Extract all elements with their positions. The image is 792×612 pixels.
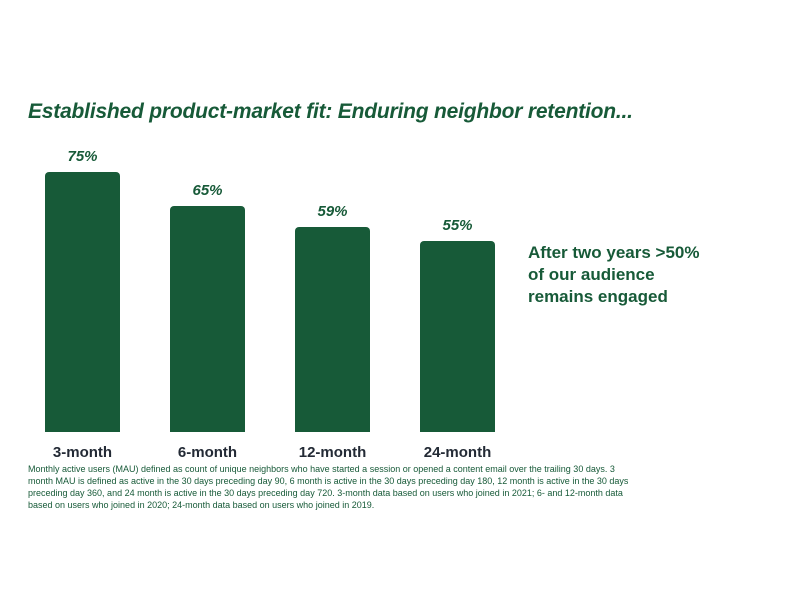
bar-value-label: 65% — [192, 182, 223, 199]
bar-value-label: 55% — [442, 217, 473, 234]
bar-category-label: 12-month — [298, 444, 367, 461]
bar-category-label: 24-month — [423, 444, 492, 461]
chart-title: Established product-market fit: Enduring… — [28, 100, 633, 123]
bar — [170, 206, 245, 432]
bar-plot-column: 75% — [45, 142, 120, 432]
bar-chart: 75% 3-month 65% 6-month 59% 12-month 55% 24-mon… — [45, 142, 495, 461]
annotation-text: After two years >50% of our audience rem… — [528, 243, 700, 306]
bar-group: 65% 6-month — [170, 142, 245, 461]
bar-category-label: 3-month — [52, 444, 113, 461]
bar — [420, 241, 495, 432]
bar — [295, 227, 370, 432]
bar-group: 59% 12-month — [295, 142, 370, 461]
bar-value-label: 75% — [67, 148, 98, 165]
bar-group: 55% 24-month — [420, 142, 495, 461]
bar-plot-column: 59% — [295, 142, 370, 432]
footnote-text: Monthly active users (MAU) defined as co… — [28, 464, 629, 511]
bar-category-label: 6-month — [177, 444, 238, 461]
bar-group: 75% 3-month — [45, 142, 120, 461]
bar-value-label: 59% — [317, 203, 348, 220]
bar-plot-column: 65% — [170, 142, 245, 432]
bar — [45, 172, 120, 432]
bar-plot-column: 55% — [420, 142, 495, 432]
